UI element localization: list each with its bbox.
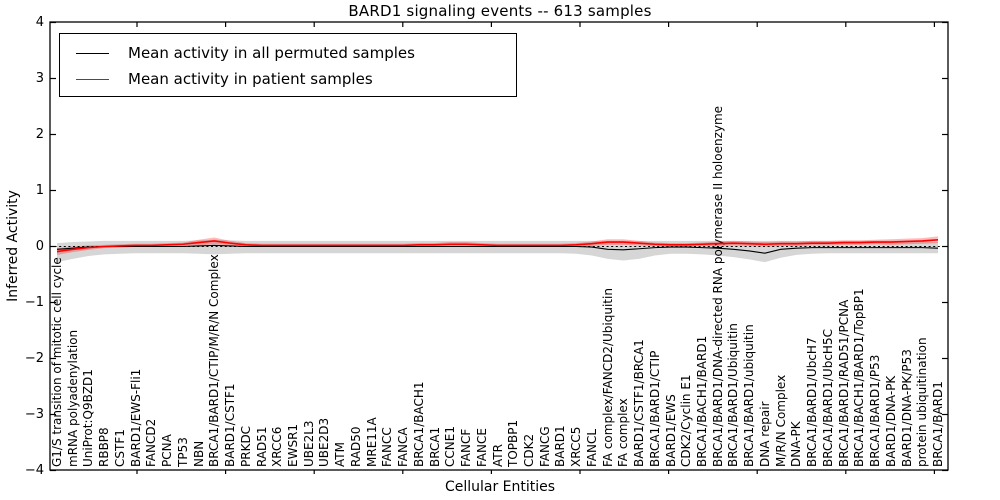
y-tick-label: 3 bbox=[35, 70, 44, 86]
legend-label-patient: Mean activity in patient samples bbox=[128, 70, 373, 88]
y-tick-label: 0 bbox=[35, 238, 44, 254]
legend-label-permuted: Mean activity in all permuted samples bbox=[128, 44, 415, 62]
legend-line-permuted-icon bbox=[76, 52, 109, 54]
y-tick-label: 2 bbox=[35, 126, 44, 142]
y-tick-label: −4 bbox=[24, 462, 44, 478]
y-tick-label: 4 bbox=[35, 14, 44, 30]
y-tick-label: −2 bbox=[24, 350, 44, 366]
legend: Mean activity in all permuted samples Me… bbox=[59, 33, 517, 97]
y-tick-label: −3 bbox=[24, 406, 44, 422]
y-tick-label: 1 bbox=[35, 182, 44, 198]
y-tick-label: −1 bbox=[24, 294, 44, 310]
chart-title: BARD1 signaling events -- 613 samples bbox=[348, 2, 652, 20]
legend-line-patient-icon bbox=[76, 78, 109, 80]
legend-row-permuted: Mean activity in all permuted samples bbox=[60, 42, 415, 64]
permuted-mean-line bbox=[56, 244, 939, 254]
patient-mean-line bbox=[56, 238, 939, 253]
x-axis-label: Cellular Entities bbox=[444, 479, 556, 495]
legend-row-patient: Mean activity in patient samples bbox=[60, 68, 373, 90]
